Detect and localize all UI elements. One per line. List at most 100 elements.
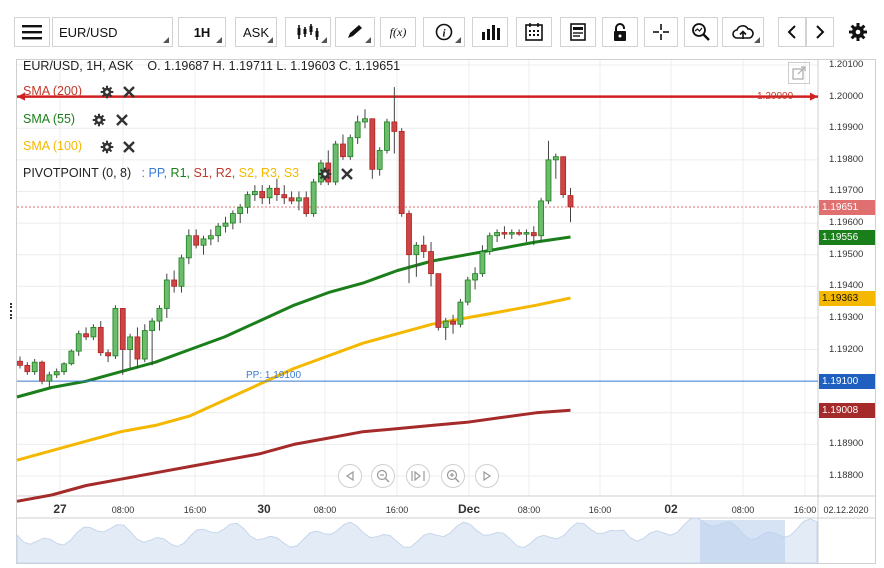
- pivot-line-label: S2,: [235, 166, 258, 180]
- sma100-remove[interactable]: [122, 140, 136, 159]
- timeframe-label: 1H: [193, 24, 211, 40]
- price-axis-label: 1.19500: [829, 248, 864, 260]
- menu-button[interactable]: [14, 17, 50, 47]
- cloud-save-button[interactable]: [722, 17, 764, 47]
- pivot-remove[interactable]: [340, 167, 354, 186]
- corner-triangle-icon: [455, 37, 461, 43]
- report-button[interactable]: [560, 17, 596, 47]
- lock-icon: [614, 23, 626, 41]
- reset-view-button[interactable]: [406, 464, 430, 488]
- popout-icon: [792, 66, 806, 80]
- zoom-in-icon: [446, 469, 460, 483]
- volume-button[interactable]: [472, 17, 508, 47]
- time-axis-label: Dec: [457, 502, 481, 516]
- pivot-label: PIVOTPOINT (0, 8): [23, 166, 132, 180]
- time-axis-label: 16:00: [183, 505, 207, 515]
- scroll-right-button[interactable]: [806, 17, 834, 47]
- pivot-pp-label: PP: 1.19100: [246, 370, 302, 381]
- sma200-remove[interactable]: [122, 85, 136, 104]
- toolbar: EUR/USD 1H ASK f(x) i: [0, 0, 884, 58]
- sma55-settings[interactable]: [92, 113, 106, 132]
- symbol-select[interactable]: EUR/USD: [52, 17, 173, 47]
- chart-header: EUR/USD, 1H, ASK O. 1.19687 H. 1.19711 L…: [23, 59, 400, 73]
- time-axis-label: 02: [664, 502, 678, 516]
- fx-label: f(x): [389, 24, 407, 39]
- indicators-button[interactable]: f(x): [380, 17, 416, 47]
- pivot-line-label: S3: [280, 166, 300, 180]
- sma55-remove[interactable]: [115, 113, 129, 132]
- close-icon: [122, 140, 136, 154]
- zoom-out-icon: [376, 469, 390, 483]
- pencil-icon: [348, 25, 362, 38]
- time-axis-label: 08:00: [731, 505, 755, 515]
- hline-label: 1.20000: [757, 91, 794, 102]
- settings-button[interactable]: [848, 22, 868, 47]
- sma200-label: SMA (200): [23, 84, 83, 98]
- time-axis-label: 16:00: [385, 505, 409, 515]
- close-icon: [340, 167, 354, 181]
- price-type-label: ASK: [242, 24, 269, 40]
- price-axis-label: 1.19200: [829, 343, 864, 355]
- price-axis-label: 1.19600: [829, 217, 864, 229]
- price-type-select[interactable]: ASK: [235, 17, 277, 47]
- candlestick-chart-icon: [297, 24, 319, 40]
- corner-triangle-icon: [216, 37, 222, 43]
- zoom-button[interactable]: [684, 17, 718, 47]
- price-tag: 1.19363: [819, 291, 875, 306]
- symbol-label: EUR/USD: [59, 24, 118, 40]
- chart-frame: [16, 59, 876, 564]
- info-icon: i: [435, 23, 453, 41]
- pivot-lines-list: PP, R1, S1, R2, S2, R3, S3: [149, 166, 300, 180]
- lock-button[interactable]: [602, 17, 638, 47]
- nav-right-button[interactable]: [475, 464, 499, 488]
- gear-icon: [100, 140, 114, 154]
- sma200-settings[interactable]: [100, 85, 114, 104]
- chevron-right-icon: [816, 25, 825, 39]
- gear-icon: [92, 113, 106, 127]
- chart-type-button[interactable]: [285, 17, 331, 47]
- draw-tool-button[interactable]: [335, 17, 375, 47]
- zoom-out-button[interactable]: [371, 464, 395, 488]
- sma55-label: SMA (55): [23, 112, 76, 126]
- timeframe-select[interactable]: 1H: [178, 17, 226, 47]
- panel-resize-handle[interactable]: [10, 303, 15, 319]
- chevron-left-icon: [787, 25, 796, 39]
- ohlc-readout: O. 1.19687 H. 1.19711 L. 1.19603 C. 1.19…: [147, 59, 401, 73]
- svg-text:i: i: [442, 28, 446, 40]
- pivot-line-label: R2,: [212, 166, 236, 180]
- hamburger-icon: [22, 25, 42, 40]
- price-axis-label: 1.19400: [829, 280, 864, 292]
- zoom-icon: [692, 23, 710, 41]
- corner-triangle-icon: [267, 37, 273, 43]
- sma100-settings[interactable]: [100, 140, 114, 159]
- calendar-button[interactable]: [516, 17, 552, 47]
- scroll-left-button[interactable]: [778, 17, 806, 47]
- pivot-line-label: PP,: [148, 166, 168, 180]
- pivot-settings[interactable]: [318, 167, 332, 186]
- price-tag: 1.19008: [819, 403, 875, 419]
- pivot-line-label: R3,: [257, 166, 281, 180]
- nav-left-button[interactable]: [338, 464, 362, 488]
- zoom-in-button[interactable]: [441, 464, 465, 488]
- price-axis-label: 1.19300: [829, 311, 864, 323]
- time-axis-label: 08:00: [111, 505, 135, 515]
- triangle-left-icon: [345, 471, 354, 481]
- corner-triangle-icon: [163, 37, 169, 43]
- price-axis-label: 1.19800: [829, 153, 864, 165]
- price-tag: 1.19651: [819, 199, 875, 215]
- time-axis-label: 08:00: [517, 505, 541, 515]
- crosshair-button[interactable]: [644, 17, 678, 47]
- popout-button[interactable]: [788, 62, 810, 84]
- sma100-legend: SMA (100): [23, 139, 82, 153]
- price-axis-label: 1.20000: [829, 90, 864, 102]
- pivot-line-label: S1,: [190, 166, 213, 180]
- time-axis-label: 02.12.2020: [823, 505, 869, 515]
- triangle-right-icon: [483, 471, 492, 481]
- gear-icon: [849, 23, 867, 41]
- corner-triangle-icon: [365, 37, 371, 43]
- info-button[interactable]: i: [423, 17, 465, 47]
- time-axis-label: 30: [257, 502, 271, 516]
- document-icon: [570, 23, 586, 41]
- price-axis-label: 1.20100: [829, 59, 864, 70]
- close-icon: [115, 113, 129, 127]
